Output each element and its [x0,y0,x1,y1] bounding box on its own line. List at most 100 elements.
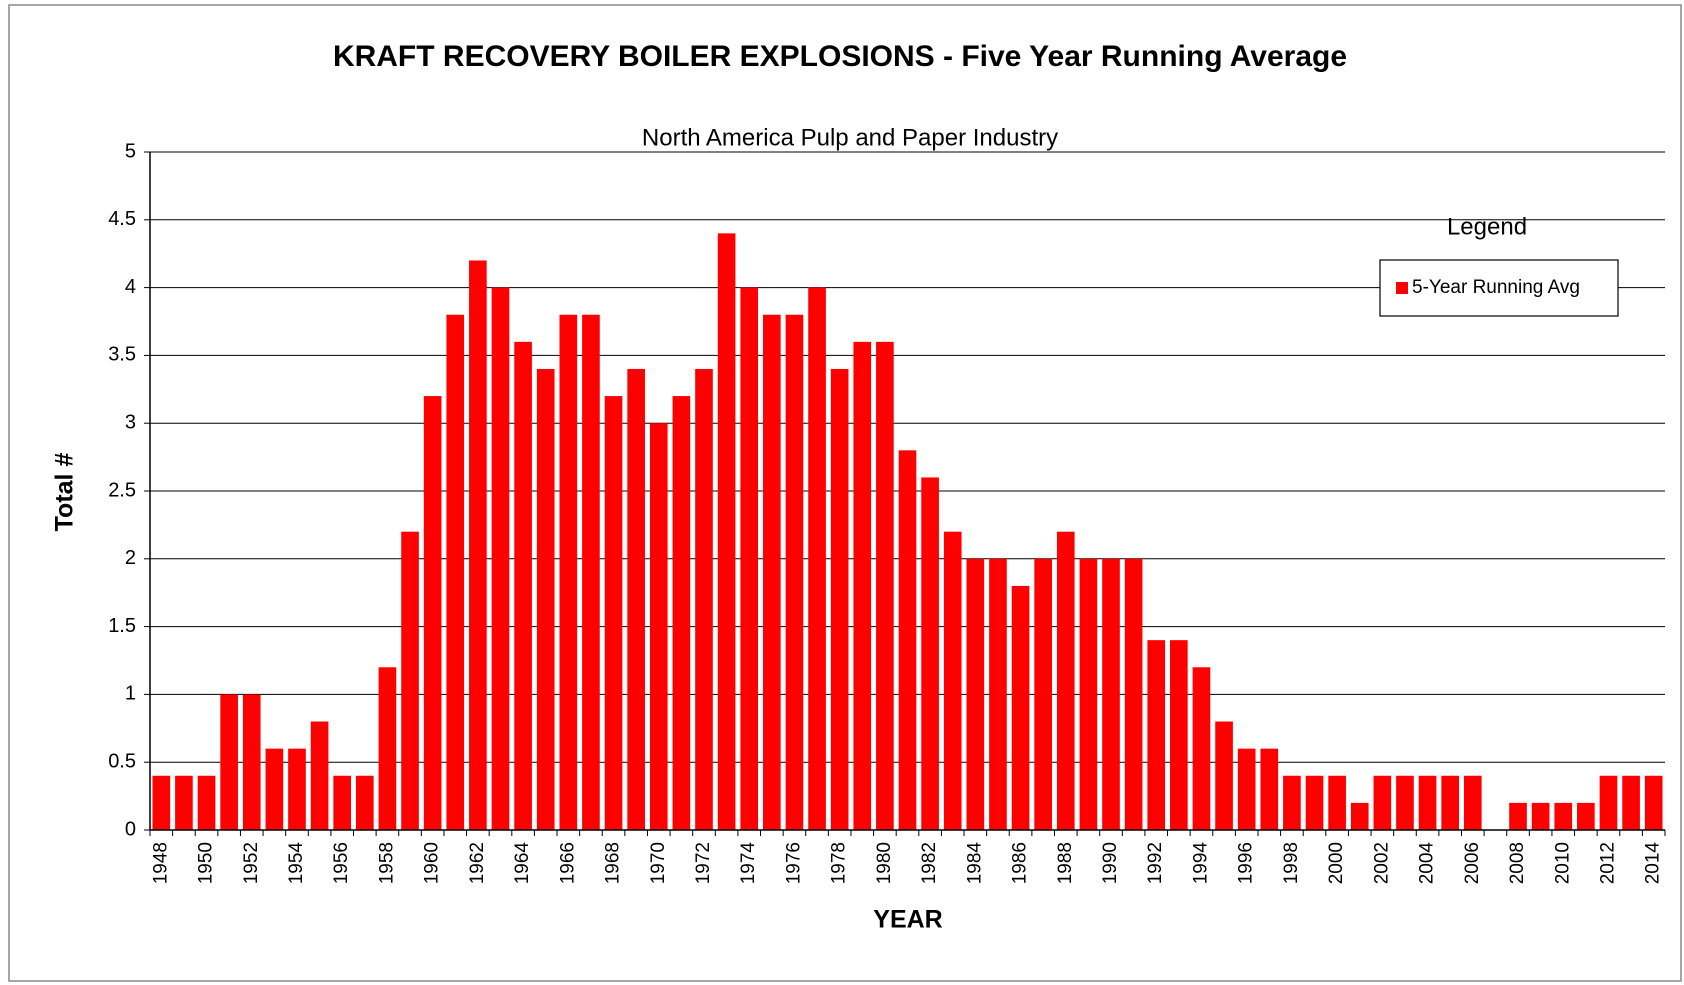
x-tick-label: 1980 [874,842,895,884]
y-tick-label: 0.5 [108,750,136,772]
bar [921,477,939,830]
bar [604,396,623,830]
bar [242,694,261,830]
x-tick-label: 1968 [603,842,624,884]
bar [175,775,193,830]
bar [1305,775,1324,830]
x-tick-label: 2000 [1326,842,1347,884]
x-tick-label: 1996 [1236,842,1257,884]
bar [1011,585,1030,830]
y-tick-label: 1.5 [108,615,136,637]
x-tick-label: 2010 [1552,842,1573,884]
x-tick-label: 2004 [1417,842,1438,885]
x-tick-label: 1962 [467,842,488,884]
bar [288,748,306,830]
bar [627,368,645,830]
bar [853,341,872,830]
x-tick-label: 1984 [964,842,985,885]
x-tick-label: 1988 [1055,842,1076,884]
bar [943,531,962,830]
bar [378,667,397,830]
x-tick-label: 1978 [829,842,850,884]
x-tick-label: 1990 [1100,842,1121,884]
bar [559,314,578,831]
bar [1509,802,1527,830]
bar [1192,667,1211,830]
bar [1215,721,1233,830]
bar [333,775,352,830]
bar [1079,558,1098,830]
x-tick-label: 2014 [1643,842,1664,885]
bar [1102,558,1120,830]
bar [1283,775,1301,830]
bar [966,558,985,830]
x-tick-label: 1964 [512,842,533,885]
y-tick-label: 2.5 [108,479,136,501]
legend-label: 5-Year Running Avg [1412,277,1580,298]
y-tick-label: 3 [125,411,136,433]
bar [469,260,487,831]
bar [152,775,171,830]
bar [876,341,894,830]
bar [1577,802,1595,830]
bar [1463,775,1482,830]
bar [1328,775,1346,830]
bar [220,694,238,830]
x-tick-label: 1970 [648,842,669,884]
x-axis-label: YEAR [873,906,942,934]
bar [1147,640,1166,830]
y-tick-label: 4 [125,276,136,298]
bar [491,287,510,831]
bar [785,314,804,831]
x-tick-label: 1956 [331,842,352,884]
x-tick-label: 1960 [422,842,443,884]
x-tick-label: 2002 [1371,842,1392,884]
bar [1237,748,1256,830]
bar [1373,775,1392,830]
bar [1170,640,1188,830]
bar [1644,775,1663,830]
x-tick-label: 1948 [150,842,171,884]
x-tick-label: 1976 [783,842,804,884]
bar [1622,775,1640,830]
bar [1350,802,1369,830]
x-tick-label: 1954 [286,842,307,885]
legend-title: Legend [1447,213,1527,240]
bar [423,396,442,830]
bar [1396,775,1414,830]
legend-box [1379,259,1619,317]
x-tick-label: 1974 [738,842,759,885]
x-tick-label: 1994 [1190,842,1211,885]
legend-swatch [1396,282,1408,294]
bar [898,450,917,830]
x-tick-label: 1982 [919,842,940,884]
bar [1531,802,1550,830]
x-tick-label: 1972 [693,842,714,884]
chart-subtitle: North America Pulp and Paper Industry [642,124,1058,151]
x-tick-label: 1998 [1281,842,1302,884]
bar [1056,531,1075,830]
bar [265,748,284,830]
bar [536,368,555,830]
bar [830,368,849,830]
y-tick-label: 1 [125,683,136,705]
bar [1599,775,1618,830]
x-tick-label: 2006 [1462,842,1483,884]
bar [514,341,532,830]
y-tick-label: 3.5 [108,344,136,366]
bar [649,423,668,830]
y-tick-label: 4.5 [108,208,136,230]
x-tick-label: 1992 [1145,842,1166,884]
x-tick-label: 1958 [376,842,397,884]
bar [197,775,216,830]
bar [1124,558,1143,830]
bar [446,314,465,831]
y-tick-label: 5 [125,140,136,162]
bar [717,233,736,831]
bar [989,558,1007,830]
bar [740,287,759,831]
y-tick-label: 2 [125,547,136,569]
bar [763,314,781,831]
y-tick-label: 0 [125,818,136,840]
